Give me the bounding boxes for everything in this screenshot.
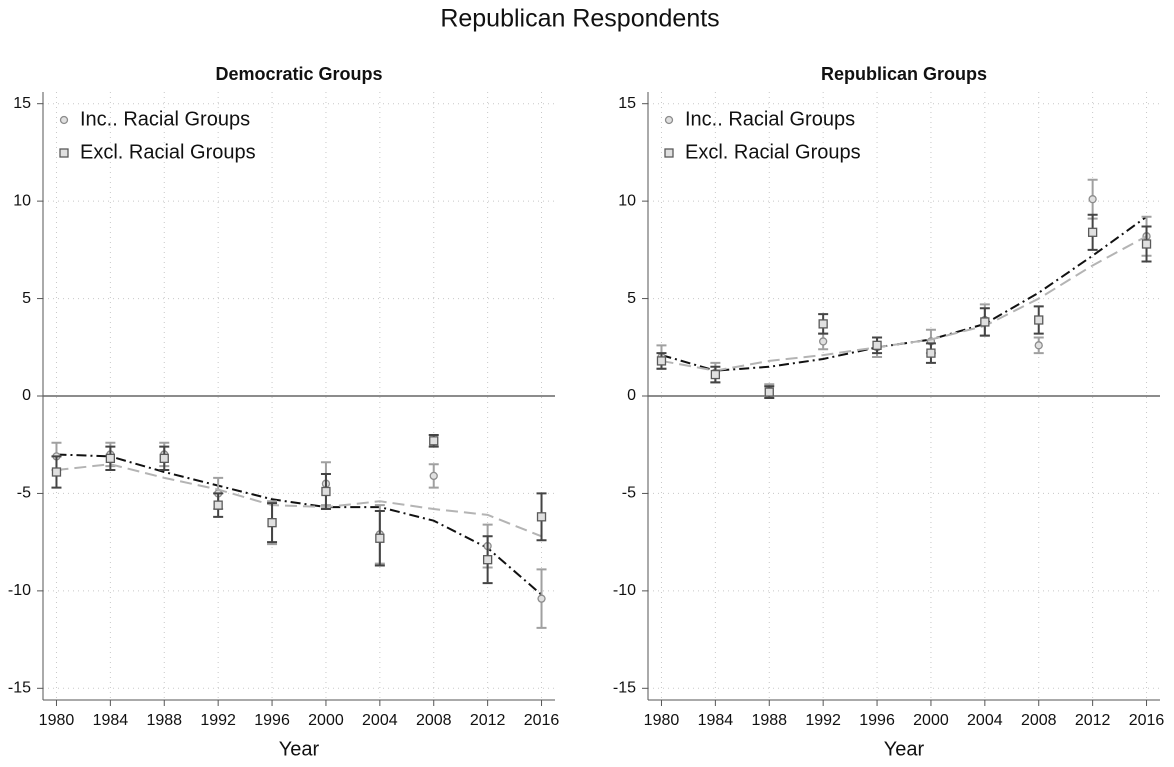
legend-marker [59,148,69,158]
y-tick-label: -15 [8,680,31,697]
x-tick-label: 1996 [254,712,290,729]
marker [429,436,439,446]
y-tick-label: 5 [22,290,31,307]
x-tick-label: 2008 [1021,712,1057,729]
marker [321,486,331,497]
marker [764,387,774,397]
x-axis-label: Year [884,738,925,760]
y-tick-label: 10 [13,192,31,209]
x-tick-label: 2012 [470,712,506,729]
y-tick-label: 15 [13,95,31,112]
marker [482,555,493,565]
marker [819,337,828,346]
x-tick-label: 2016 [1129,712,1165,729]
x-tick-label: 1992 [805,712,841,729]
y-tick-label: 0 [627,387,636,404]
x-tick-label: 1980 [39,712,75,729]
marker [375,533,385,543]
legend-marker [664,148,674,158]
y-tick-label: -10 [8,582,31,599]
marker [537,594,546,603]
legend-marker [59,115,69,125]
y-tick-label: 5 [627,290,636,307]
x-tick-label: 1992 [200,712,236,729]
marker [980,317,990,327]
x-tick-label: 1996 [859,712,895,729]
fit-line [56,453,543,596]
y-tick-label: -15 [613,680,636,697]
y-tick-label: -5 [622,485,636,502]
legend-label: Inc.. Racial Groups [685,108,855,130]
marker [656,356,667,366]
x-tick-label: 1984 [698,712,734,729]
marker [926,348,936,358]
x-tick-label: 2016 [524,712,560,729]
marker [213,500,223,510]
marker [818,319,828,329]
marker [872,340,882,350]
marker [1087,227,1098,237]
panel-title: Republican Groups [821,64,987,84]
x-tick-label: 2000 [913,712,949,729]
fit-line [661,235,1148,372]
legend-label: Excl. Racial Groups [80,141,256,163]
figure-title: Republican Respondents [440,5,719,33]
y-tick-label: 10 [618,192,636,209]
marker [710,369,721,380]
marker [1141,239,1152,249]
marker [267,518,277,528]
x-tick-label: 1980 [644,712,680,729]
legend-marker [664,115,674,125]
x-tick-label: 2012 [1075,712,1111,729]
x-tick-label: 1988 [146,712,182,729]
x-tick-label: 2004 [967,712,1003,729]
marker [1034,341,1043,350]
x-tick-label: 2008 [416,712,452,729]
x-tick-label: 2004 [362,712,398,729]
x-axis-label: Year [279,738,320,760]
y-tick-label: 0 [22,387,31,404]
y-tick-label: -10 [613,582,636,599]
marker [1034,315,1044,325]
marker [105,453,116,464]
x-tick-label: 1988 [751,712,787,729]
marker [536,512,547,522]
x-tick-label: 1984 [93,712,129,729]
y-tick-label: 15 [618,95,636,112]
marker [51,467,62,477]
marker [429,471,438,481]
legend-label: Excl. Racial Groups [685,141,861,163]
fit-line [56,463,542,538]
marker [1088,195,1097,204]
fit-line [661,215,1148,372]
x-tick-label: 2000 [308,712,344,729]
marker [159,453,169,464]
panel-title: Democratic Groups [215,64,382,84]
y-tick-label: -5 [17,485,31,502]
legend-label: Inc.. Racial Groups [80,108,250,130]
